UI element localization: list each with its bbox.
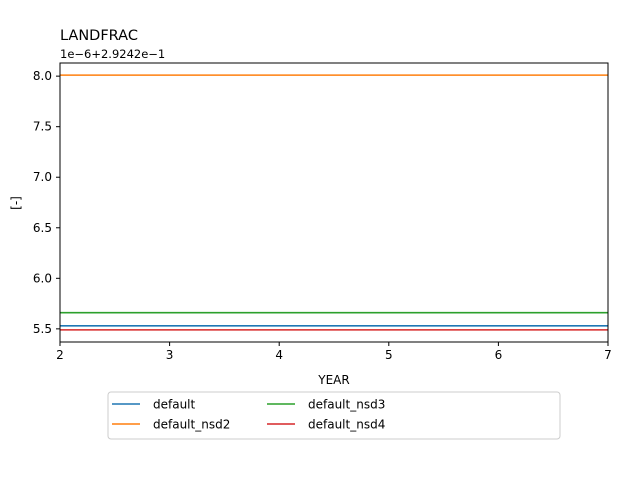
x-tick-label: 5 (385, 348, 393, 362)
x-tick-label: 6 (495, 348, 503, 362)
x-tick-label: 4 (275, 348, 283, 362)
legend-frame (107, 391, 561, 440)
y-axis: 5.5 6.0 6.5 7.0 7.5 8.0 (33, 69, 60, 336)
legend-label-default_nsd2: default_nsd2 (153, 418, 230, 432)
series-group (60, 74, 608, 331)
x-axis-label: YEAR (317, 373, 349, 387)
y-tick-label: 7.0 (33, 170, 52, 184)
x-axis: 2 3 4 5 6 7 (56, 342, 612, 362)
legend-label-default_nsd4: default_nsd4 (308, 418, 385, 432)
plot-area-frame (59, 62, 609, 343)
y-axis-label: [-] (9, 196, 23, 210)
chart-title: LANDFRAC (60, 28, 138, 44)
y-tick-label: 5.5 (33, 322, 52, 336)
x-tick-label: 3 (166, 348, 174, 362)
y-tick-label: 8.0 (33, 69, 52, 83)
legend: default default_nsd2 default_nsd3 default_n… (107, 391, 561, 440)
x-tick-label: 7 (604, 348, 612, 362)
x-tick-label: 2 (56, 348, 64, 362)
legend-label-default_nsd3: default_nsd3 (308, 398, 385, 412)
y-offset-label: 1e−6+2.9242e−1 (60, 47, 165, 61)
y-tick-label: 6.5 (33, 221, 52, 235)
legend-label-default: default (153, 398, 196, 412)
y-tick-label: 7.5 (33, 120, 52, 134)
y-tick-label: 6.0 (33, 271, 52, 285)
